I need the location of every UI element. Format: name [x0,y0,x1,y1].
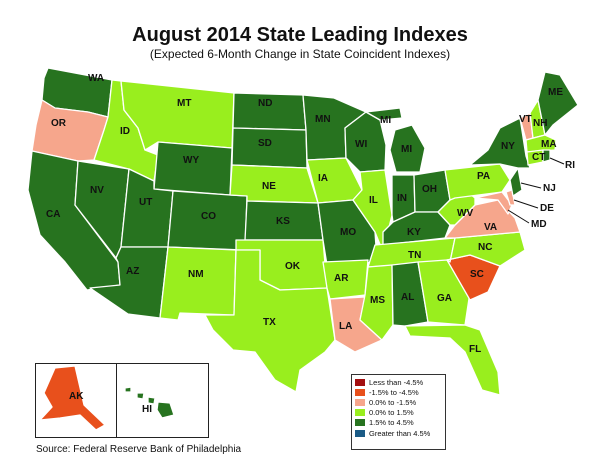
legend-item: 1.5% to 4.5% [355,418,442,428]
state-label-ut: UT [139,197,152,208]
state-label-ks: KS [276,216,290,227]
state-label-mi-upper: MI [380,115,391,126]
legend-label: 0.0% to 1.5% [369,408,414,418]
state-label-al: AL [401,292,414,303]
legend-swatch [355,429,365,437]
state-label-md: MD [531,219,547,230]
inset-frame [35,363,209,438]
legend-label: Greater than 4.5% [369,428,431,438]
state-label-wa: WA [88,73,104,84]
state-label-ri: RI [565,160,575,171]
legend-swatch [355,419,365,427]
state-hi [124,386,175,419]
legend-swatch [355,398,365,406]
state-label-fl: FL [469,344,481,355]
state-label-sc: SC [470,269,484,280]
state-ak [39,365,106,431]
state-label-il: IL [369,195,378,206]
state-label-tn: TN [408,250,421,261]
state-label-nc: NC [478,242,492,253]
legend-item: 0.0% to -1.5% [355,397,442,407]
state-label-mt: MT [177,98,191,109]
state-label-ny: NY [501,141,515,152]
leader-line-nj [520,182,542,189]
state-label-mo: MO [340,227,356,238]
state-ri [542,149,551,163]
state-label-tx: TX [263,317,276,328]
state-ar [322,259,369,300]
leader-line-md [507,209,530,224]
legend-label: 1.5% to 4.5% [369,418,414,428]
state-label-ar: AR [334,273,349,284]
state-label-va: VA [484,222,497,233]
state-label-me: ME [548,87,563,98]
state-label-ak: AK [69,391,84,402]
state-label-ok: OK [285,261,301,272]
state-label-or: OR [51,118,67,129]
leader-line-de [513,199,539,209]
state-label-ga: GA [437,293,452,304]
state-label-nm: NM [188,269,204,280]
legend-label: 0.0% to -1.5% [369,397,417,407]
state-fl [404,324,501,396]
state-label-ca: CA [46,209,60,220]
state-al [391,261,429,327]
leader-line-ri [549,157,565,165]
source-note: Source: Federal Reserve Bank of Philadel… [36,444,242,455]
legend-item: Less than -4.5% [355,377,442,387]
inset-divider [116,363,117,438]
state-label-ma: MA [541,139,557,150]
state-label-vt: VT [519,114,532,125]
state-label-oh: OH [422,184,437,195]
state-label-az: AZ [126,266,139,277]
state-label-ia: IA [318,173,328,184]
state-label-ne: NE [262,181,276,192]
state-mi [365,107,426,173]
state-wy [153,141,233,196]
state-label-in: IN [397,193,407,204]
state-tx [204,249,336,393]
state-ny [469,117,531,169]
legend-swatch [355,388,365,396]
legend-item: 0.0% to 1.5% [355,408,442,418]
legend-label: -1.5% to -4.5% [369,387,419,397]
legend-swatch [355,409,365,417]
state-ma [525,134,557,153]
state-nm [159,246,237,321]
legend-item: -1.5% to -4.5% [355,387,442,397]
state-il [352,169,393,253]
state-label-nj: NJ [543,183,556,194]
state-label-wy: WY [183,155,199,166]
legend-label: Less than -4.5% [369,377,424,387]
state-label-wi: WI [355,139,367,150]
state-label-mn: MN [315,114,331,125]
state-nj [509,167,523,197]
map-title: August 2014 State Leading Indexes [132,24,468,46]
state-label-ct: CT [532,152,545,163]
state-label-id: ID [120,126,130,137]
state-label-nv: NV [90,185,104,196]
state-label-co: CO [201,211,216,222]
state-label-de: DE [540,203,554,214]
state-label-ms: MS [370,295,385,306]
state-md [474,191,513,215]
state-label-nh: NH [533,118,547,129]
map-subtitle: (Expected 6-Month Change in State Coinci… [149,47,451,61]
state-label-hi: HI [142,404,152,415]
state-label-la: LA [339,321,352,332]
state-label-sd: SD [258,138,272,149]
legend-item: Greater than 4.5% [355,428,442,438]
state-label-wv: WV [457,208,473,219]
legend: Less than -4.5% -1.5% to -4.5% 0.0% to -… [351,374,446,450]
legend-swatch [355,378,365,386]
state-label-ky: KY [407,227,421,238]
state-label-pa: PA [477,171,490,182]
state-label-mi: MI [401,144,412,155]
state-label-nd: ND [258,98,272,109]
